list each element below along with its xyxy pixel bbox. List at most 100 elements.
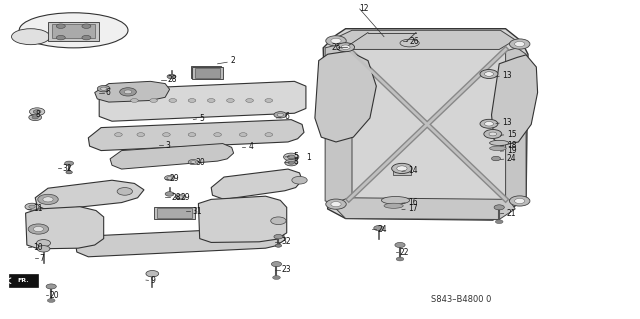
Circle shape	[33, 226, 44, 232]
Circle shape	[489, 132, 497, 136]
Polygon shape	[211, 169, 302, 199]
Circle shape	[175, 195, 186, 200]
Circle shape	[163, 133, 170, 137]
Text: 19: 19	[507, 146, 516, 155]
Bar	[193, 68, 219, 77]
Text: 32: 32	[282, 237, 291, 246]
Circle shape	[331, 202, 341, 207]
Text: 13: 13	[502, 71, 512, 80]
Circle shape	[509, 39, 530, 49]
Circle shape	[25, 203, 39, 210]
Circle shape	[167, 74, 176, 79]
Circle shape	[178, 196, 183, 198]
Circle shape	[492, 156, 500, 161]
Polygon shape	[76, 227, 285, 257]
Polygon shape	[35, 180, 144, 211]
Circle shape	[239, 133, 247, 137]
Circle shape	[188, 133, 196, 137]
Circle shape	[38, 194, 58, 204]
Circle shape	[341, 45, 350, 49]
Bar	[195, 68, 220, 78]
Polygon shape	[88, 120, 304, 151]
Text: 29: 29	[180, 193, 190, 202]
Text: 14: 14	[408, 166, 418, 175]
Text: 26: 26	[410, 37, 419, 46]
Circle shape	[515, 198, 525, 204]
Polygon shape	[323, 29, 528, 220]
Circle shape	[115, 133, 122, 137]
Circle shape	[65, 161, 74, 166]
Circle shape	[56, 24, 65, 28]
Polygon shape	[198, 196, 287, 242]
Circle shape	[188, 99, 196, 102]
Polygon shape	[332, 198, 515, 219]
Circle shape	[36, 240, 51, 247]
Circle shape	[277, 113, 284, 116]
Circle shape	[484, 130, 502, 138]
Circle shape	[82, 35, 91, 40]
Circle shape	[29, 205, 35, 208]
Text: 20: 20	[50, 291, 60, 300]
Circle shape	[56, 35, 65, 40]
Polygon shape	[332, 30, 515, 49]
Ellipse shape	[490, 146, 506, 151]
Polygon shape	[99, 81, 306, 121]
Circle shape	[227, 99, 234, 102]
Text: 28: 28	[172, 193, 181, 202]
Text: 18: 18	[507, 141, 516, 150]
Text: 25: 25	[332, 43, 341, 52]
Circle shape	[28, 224, 49, 234]
Circle shape	[137, 133, 145, 137]
Circle shape	[495, 220, 503, 224]
Circle shape	[100, 87, 107, 90]
Circle shape	[326, 199, 346, 209]
Circle shape	[29, 108, 45, 115]
Circle shape	[169, 99, 177, 102]
Circle shape	[120, 88, 136, 96]
Polygon shape	[492, 55, 538, 145]
Polygon shape	[26, 207, 104, 249]
Polygon shape	[315, 51, 376, 142]
Circle shape	[214, 133, 221, 137]
Text: 32: 32	[63, 164, 72, 173]
Text: 10: 10	[33, 243, 43, 252]
Text: 31: 31	[192, 207, 202, 216]
Circle shape	[265, 133, 273, 137]
Circle shape	[374, 226, 384, 231]
Text: 22: 22	[400, 248, 410, 256]
Circle shape	[337, 43, 355, 52]
Text: 3: 3	[165, 141, 170, 150]
Polygon shape	[110, 144, 234, 169]
Circle shape	[246, 99, 253, 102]
Circle shape	[124, 90, 132, 94]
Circle shape	[326, 36, 346, 46]
Circle shape	[207, 99, 215, 102]
Text: 24: 24	[378, 225, 387, 234]
Circle shape	[392, 163, 412, 174]
Circle shape	[271, 262, 282, 267]
Polygon shape	[52, 24, 95, 38]
Circle shape	[480, 119, 498, 128]
Circle shape	[395, 242, 405, 248]
Ellipse shape	[381, 197, 410, 204]
Text: 2: 2	[230, 56, 235, 65]
Bar	[191, 66, 221, 78]
Circle shape	[396, 257, 404, 261]
Bar	[154, 207, 195, 219]
Polygon shape	[95, 81, 170, 102]
Circle shape	[274, 234, 283, 239]
Text: 5: 5	[293, 152, 298, 161]
Circle shape	[150, 99, 157, 102]
Circle shape	[43, 197, 53, 202]
Circle shape	[97, 85, 110, 92]
Circle shape	[515, 41, 525, 47]
Circle shape	[191, 161, 196, 163]
Polygon shape	[506, 48, 526, 203]
Text: 17: 17	[408, 204, 418, 213]
Circle shape	[131, 99, 138, 102]
Circle shape	[285, 160, 298, 166]
Circle shape	[32, 116, 38, 119]
Text: 21: 21	[507, 209, 516, 218]
Circle shape	[47, 299, 55, 302]
Circle shape	[397, 166, 407, 171]
